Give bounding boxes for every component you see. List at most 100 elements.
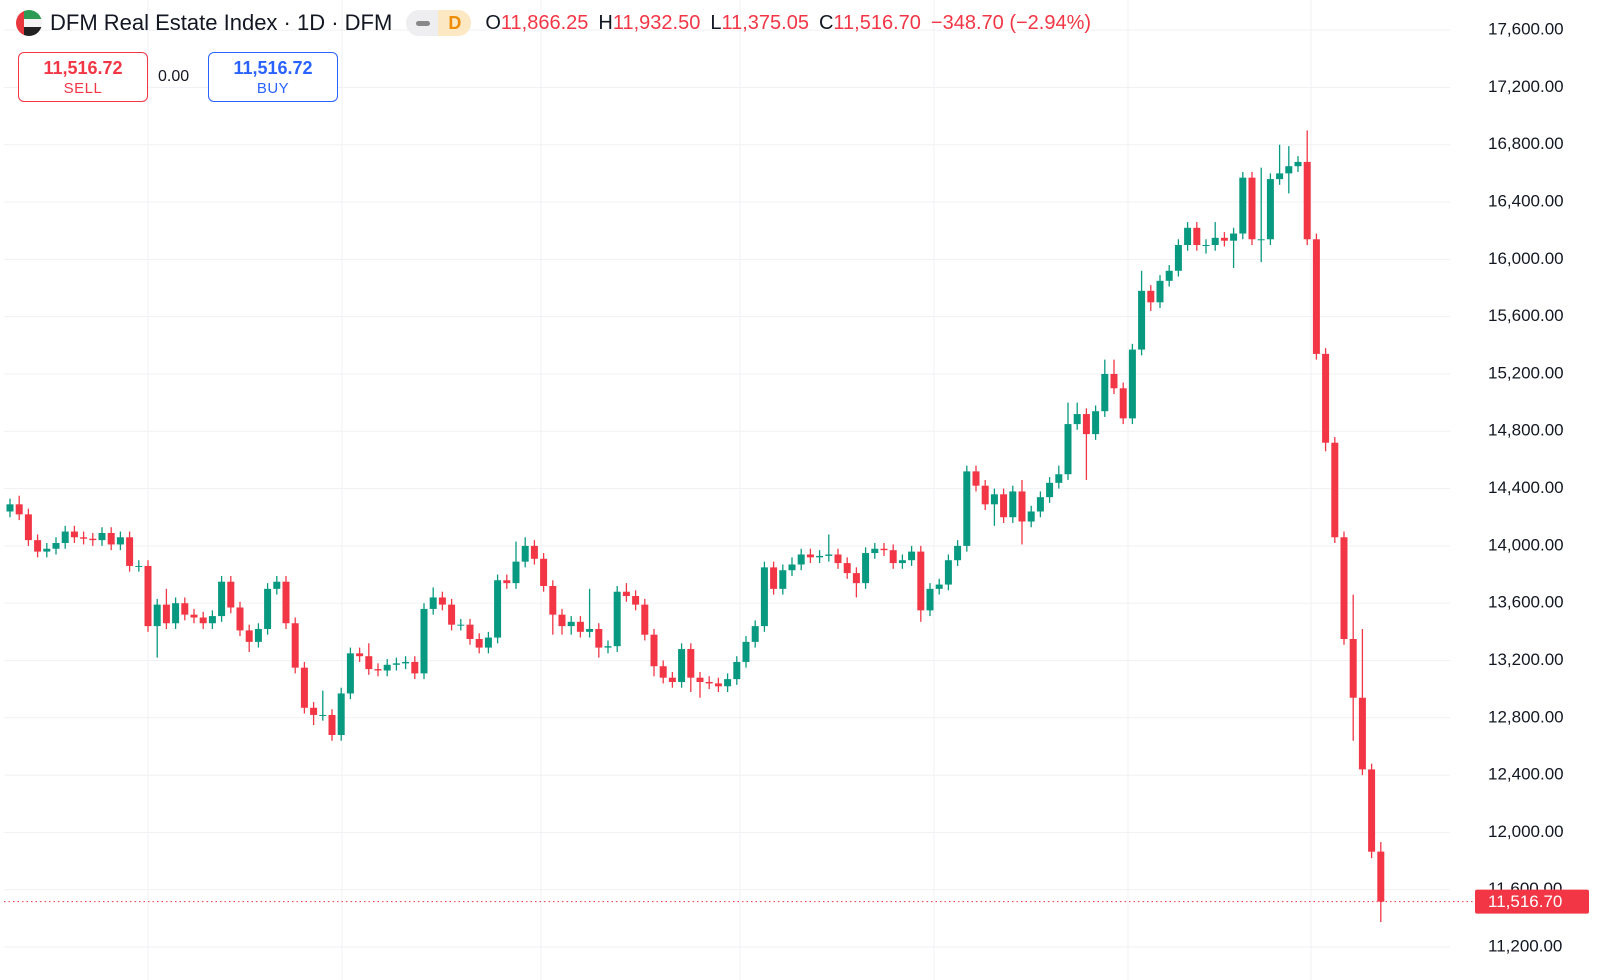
y-tick-label: 16,800.00 — [1488, 134, 1564, 153]
candle-body — [1073, 414, 1081, 425]
sell-button[interactable]: 11,516.72 SELL — [18, 52, 148, 102]
candle-body — [475, 639, 483, 648]
candle-body — [392, 663, 400, 665]
interval-pill[interactable]: D — [406, 10, 472, 36]
candle-body — [310, 707, 318, 715]
candle-body — [144, 565, 152, 627]
candle-body — [1092, 411, 1100, 435]
candle-body — [852, 573, 860, 584]
y-tick-label: 13,600.00 — [1488, 593, 1564, 612]
candle-body — [1128, 349, 1136, 419]
candle-body — [816, 555, 824, 558]
candle-body — [1303, 161, 1311, 240]
ohlc-value: 11,932.50 — [612, 11, 701, 34]
candle-body — [402, 661, 410, 664]
candle-body — [34, 540, 42, 552]
candle-body — [567, 621, 575, 627]
candle-body — [273, 581, 281, 589]
candle-body — [107, 532, 115, 545]
candle-body — [457, 624, 465, 626]
pill-dash — [416, 20, 431, 26]
candle-body — [622, 591, 630, 597]
spread: 0.00 — [158, 68, 190, 85]
candle-body — [89, 538, 97, 541]
last-price-tag — [1475, 889, 1589, 914]
ohlc-key: L — [710, 11, 722, 34]
candle-body — [595, 628, 603, 648]
candle-body — [1322, 353, 1330, 443]
candle-body — [172, 603, 180, 624]
time-grid — [147, 0, 1312, 980]
candle-body — [1220, 237, 1228, 241]
candle-body — [227, 581, 235, 608]
price-axis: 11,200.0011,600.0012,000.0012,400.0012,8… — [4, 20, 1589, 956]
candle-body — [466, 624, 474, 640]
candle-body — [6, 504, 14, 512]
candle-body — [319, 714, 327, 716]
candle-body — [411, 661, 419, 674]
candle-body — [1331, 442, 1339, 538]
candle-body — [1046, 482, 1054, 498]
candle-body — [1147, 290, 1155, 303]
candle-body — [1184, 227, 1192, 245]
candle-body — [770, 567, 778, 589]
candle-body — [954, 545, 962, 561]
ohlc-change: −348.70 (−2.94%) — [930, 11, 1092, 34]
candle-body — [429, 597, 437, 609]
candle-body — [1230, 233, 1238, 241]
candle-body — [714, 683, 722, 687]
candle-body — [282, 581, 290, 624]
candle-body — [484, 637, 492, 648]
candle-body — [908, 551, 916, 561]
candle-body — [1340, 537, 1348, 640]
candle-body — [190, 614, 198, 618]
ohlc-value: 11,866.25 — [500, 11, 589, 34]
candle-body — [300, 667, 308, 708]
candle-body — [963, 471, 971, 546]
candle-body — [337, 693, 345, 735]
candle-body — [751, 626, 759, 642]
candle-body — [1101, 373, 1109, 412]
candle-body — [116, 537, 124, 545]
candle-body — [898, 560, 906, 564]
y-tick-label: 17,200.00 — [1488, 77, 1564, 96]
candle-body — [576, 621, 584, 632]
y-tick-label: 12,400.00 — [1488, 765, 1564, 784]
candle-body — [705, 681, 713, 684]
candle-body — [760, 567, 768, 627]
candle-body — [1110, 373, 1118, 389]
candle-body — [438, 597, 446, 605]
candle-body — [889, 550, 897, 564]
candle-body — [1018, 491, 1026, 522]
candle-body — [678, 649, 686, 682]
candle-body — [668, 677, 676, 682]
buy-label: BUY — [256, 80, 290, 97]
candle-body — [1036, 497, 1044, 512]
candle-body — [1211, 237, 1219, 245]
candle-body — [1119, 388, 1127, 419]
ohlc-key: O — [485, 11, 501, 34]
candle-body — [236, 607, 244, 631]
candle-body — [1174, 245, 1182, 271]
candle-body — [80, 537, 88, 539]
candle-body — [199, 617, 207, 624]
symbol-title[interactable]: DFM Real Estate Index · 1D · DFM — [50, 10, 393, 35]
candle-body — [521, 545, 529, 562]
candle-body — [503, 580, 511, 584]
candle-body — [806, 554, 814, 558]
buy-button[interactable]: 11,516.72 BUY — [208, 52, 338, 102]
candle-body — [346, 653, 354, 694]
candle-body — [135, 565, 143, 567]
candle-body — [724, 679, 732, 687]
sell-label: SELL — [63, 80, 103, 97]
candle-body — [383, 664, 391, 671]
y-tick-label: 14,400.00 — [1488, 478, 1564, 497]
symbol-header: DFM Real Estate Index · 1D · DFM D O11,8… — [16, 10, 1091, 36]
candle-body — [779, 570, 787, 589]
candle-body — [98, 532, 106, 541]
candles — [6, 130, 1385, 922]
interval-badge: D — [438, 10, 472, 36]
candle-body — [1193, 227, 1201, 245]
candle-body — [1257, 239, 1265, 241]
